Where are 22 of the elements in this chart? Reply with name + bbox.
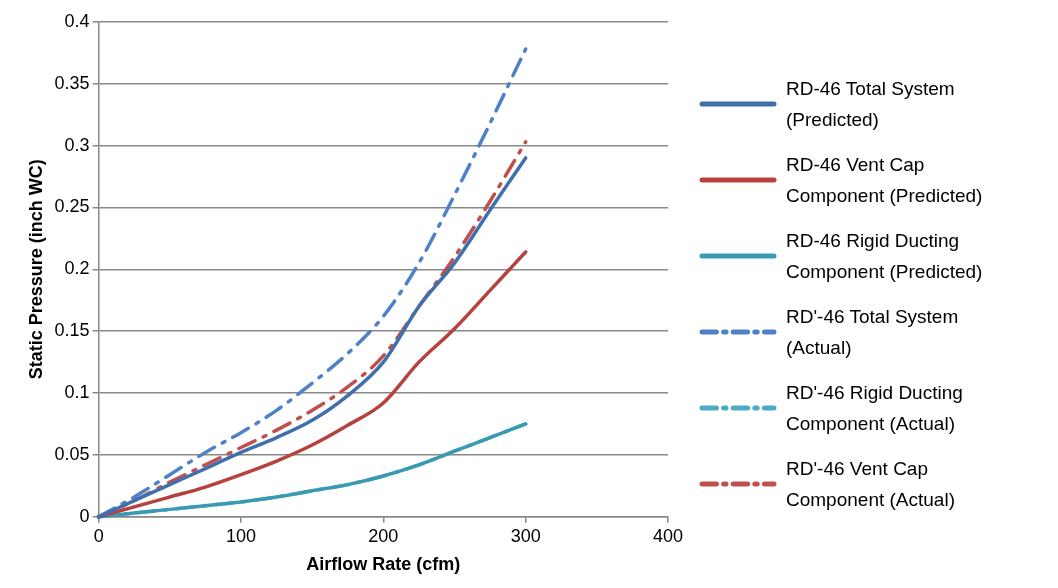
x-tick-label: 0 xyxy=(93,525,104,546)
y-tick-label: 0.25 xyxy=(54,196,90,217)
legend-label: RD'-46 Rigid Ducting Component (Actual) xyxy=(786,381,964,436)
y-tick-label: 0.4 xyxy=(64,10,90,31)
legend-label: RD'-46 Total System (Actual) xyxy=(786,305,960,360)
y-tick-label: 0.2 xyxy=(64,258,90,279)
y-tick-label: 0.1 xyxy=(64,382,90,403)
x-tick-label: 100 xyxy=(225,525,256,546)
x-axis-title: Airflow Rate (cfm) xyxy=(306,554,461,575)
x-tick-label: 400 xyxy=(652,525,684,546)
y-tick-label: 0.05 xyxy=(54,443,90,464)
legend-label: RD-46 Rigid Ducting Component (Predicted) xyxy=(786,229,984,284)
y-tick-label: 0.3 xyxy=(64,134,90,155)
legend-label: RD-46 Vent Cap Component (Predicted) xyxy=(786,153,984,208)
y-axis-title: Static Pressure (inch WC) xyxy=(25,159,46,380)
x-tick-label: 200 xyxy=(368,525,399,546)
legend-label: RD'-46 Vent Cap Component (Actual) xyxy=(786,457,956,512)
legend-label: RD-46 Total System (Predicted) xyxy=(786,77,956,132)
y-tick-label: 0.15 xyxy=(54,320,90,341)
x-tick-label: 300 xyxy=(510,525,541,546)
y-tick-label: 0 xyxy=(79,505,90,526)
y-tick-label: 0.35 xyxy=(54,72,90,93)
